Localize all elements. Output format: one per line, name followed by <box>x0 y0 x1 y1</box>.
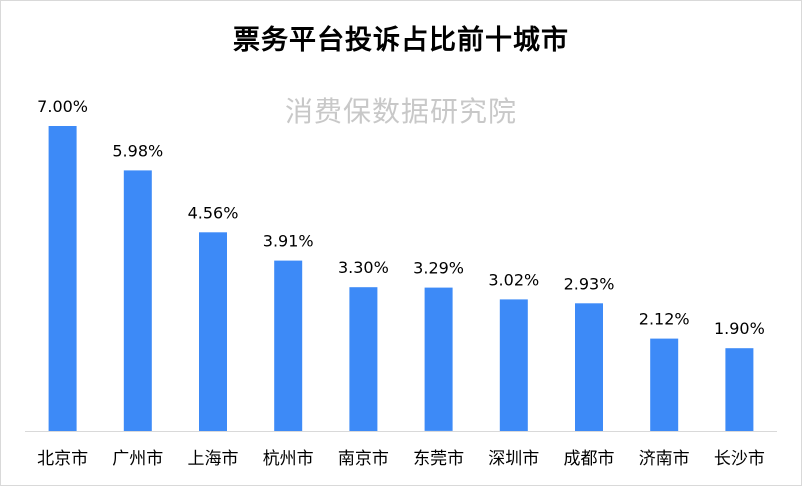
bar-1 <box>123 170 152 431</box>
x-tick-label-6: 深圳市 <box>488 449 539 469</box>
data-label-7: 2.93% <box>564 274 615 293</box>
bar-7 <box>575 303 603 431</box>
chart-title: 票务平台投诉占比前十城市 <box>233 25 569 56</box>
x-tick-label-9: 长沙市 <box>714 449 765 469</box>
x-tick-label-1: 广州市 <box>112 449 163 469</box>
bar-9 <box>725 348 754 431</box>
x-tick-label-3: 杭州市 <box>263 449 314 469</box>
x-tick-label-5: 东莞市 <box>413 449 464 469</box>
bar-2 <box>199 232 227 431</box>
bar-0 <box>48 126 77 431</box>
data-label-1: 5.98% <box>112 141 163 160</box>
data-label-8: 2.12% <box>639 310 690 329</box>
x-tick-label-0: 北京市 <box>37 449 88 469</box>
bar-6 <box>499 299 528 431</box>
data-label-3: 3.91% <box>263 232 314 251</box>
bar-4 <box>349 287 378 431</box>
watermark-text: 消费保数据研究院 <box>284 95 517 128</box>
x-tick-label-4: 南京市 <box>338 449 389 469</box>
x-tick-label-2: 上海市 <box>188 449 239 469</box>
data-label-5: 3.29% <box>413 259 464 278</box>
bar-5 <box>424 287 453 431</box>
bar-3 <box>274 260 303 431</box>
x-tick-label-8: 济南市 <box>639 449 690 469</box>
data-label-6: 3.02% <box>488 270 539 289</box>
data-label-4: 3.30% <box>338 258 389 277</box>
x-tick-label-7: 成都市 <box>564 449 615 469</box>
bar-8 <box>650 338 679 431</box>
data-label-0: 7.00% <box>37 97 88 116</box>
data-label-2: 4.56% <box>188 203 239 222</box>
data-label-9: 1.90% <box>714 319 765 338</box>
